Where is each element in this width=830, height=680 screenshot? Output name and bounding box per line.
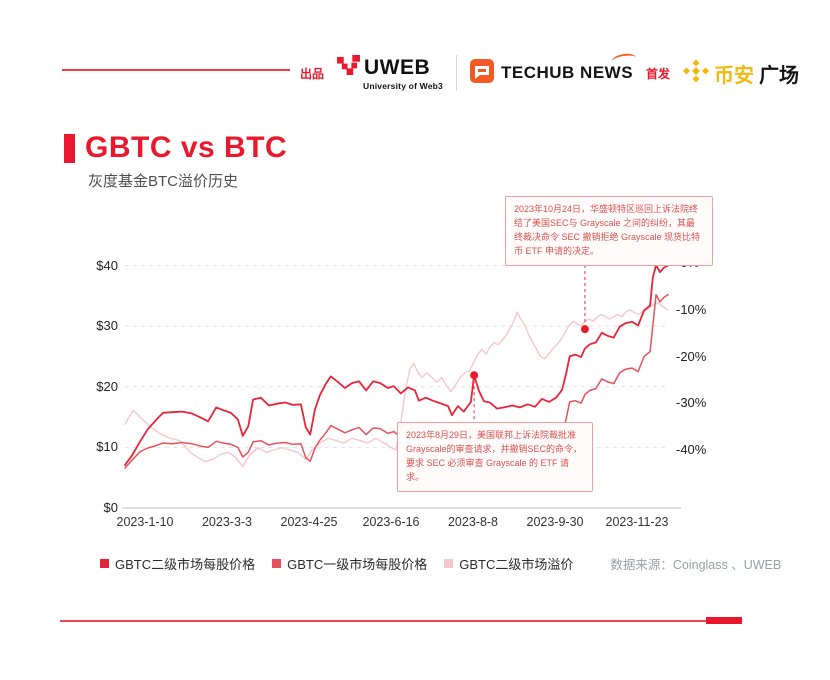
header-divider — [455, 55, 457, 91]
legend-label-premium: GBTC二级市场溢价 — [459, 557, 574, 572]
binance-logo: 币安 广场 — [683, 58, 799, 89]
legend-marker-premium — [444, 559, 454, 568]
title-accent-bar — [64, 133, 75, 163]
axis-tick-label: 2023-4-25 — [280, 515, 338, 529]
data-source-label: 数据来源：Coinglass 、UWEB — [610, 558, 782, 572]
top-divider — [62, 69, 290, 71]
axis-tick-label: $20 — [96, 378, 118, 394]
title-row: GBTC vs BTC — [64, 131, 287, 165]
axis-tick-label: -10% — [676, 301, 707, 317]
legend-label-primary: GBTC一级市场每股价格 — [287, 557, 428, 572]
axis-tick-label: 2023-1-10 — [116, 515, 174, 529]
axis-tick-label: 2023-9-30 — [526, 515, 584, 529]
axis-tick-label: $40 — [96, 257, 118, 273]
axis-tick-label: 2023-8-8 — [447, 515, 499, 529]
legend-label-secondary: GBTC二级市场每股价格 — [115, 557, 256, 572]
techub-icon — [469, 58, 494, 88]
uweb-subtitle: University of Web3 — [363, 81, 443, 92]
legend-item-secondary-price: GBTC二级市场每股价格 — [100, 554, 255, 573]
legend-marker-primary — [272, 559, 282, 568]
axis-tick-label: -20% — [676, 348, 707, 364]
axis-tick-label: -40% — [676, 442, 707, 457]
axis-tick-label: $0 — [103, 500, 118, 515]
techub-wordmark: TECHUB NEWS — [500, 63, 634, 82]
binance-diamond-icon — [683, 58, 710, 89]
axis-tick-label: $10 — [96, 439, 118, 455]
legend-marker-secondary — [100, 559, 109, 568]
uweb-logo: UWEB University of Web3 — [337, 55, 443, 91]
bottom-divider — [60, 620, 742, 622]
bottom-divider-cap — [706, 617, 742, 624]
legend-item-premium: GBTC二级市场溢价 — [444, 554, 573, 573]
axis-tick-label: -30% — [676, 395, 707, 411]
page-subtitle: 灰度基金BTC溢价历史 — [88, 173, 239, 190]
binance-wordmark-gold: 币安 — [714, 64, 755, 87]
binance-wordmark-black: 广场 — [759, 64, 800, 87]
axis-tick-label: 2023-6-16 — [362, 515, 420, 529]
produced-by-label: 出品 — [300, 66, 325, 81]
uweb-wordmark: UWEB — [364, 56, 431, 80]
axis-tick-label: $30 — [96, 318, 118, 334]
header: 出品 UWEB University of Web3 — [300, 48, 799, 98]
annotation-note-oct24: 2023年10月24日，华盛顿特区巡回上诉法院终结了美国SEC与 Graysca… — [505, 196, 713, 266]
chart-legend: GBTC二级市场每股价格 GBTC一级市场每股价格 GBTC二级市场溢价 数据来… — [100, 554, 781, 573]
axis-tick-label: 2023-11-23 — [605, 515, 669, 529]
uweb-mark-icon — [337, 55, 360, 80]
techub-logo: TECHUB NEWS — [469, 51, 637, 88]
first-release-label: 首发 — [646, 66, 671, 81]
annotation-note-aug29: 2023年8月29日，美国联邦上诉法院裁批准 Grayscale的审查请求，并撤… — [397, 422, 593, 492]
page-title: GBTC vs BTC — [85, 131, 288, 164]
legend-item-primary-price: GBTC一级市场每股价格 — [272, 554, 427, 573]
axis-tick-label: 2023-3-3 — [201, 515, 253, 529]
